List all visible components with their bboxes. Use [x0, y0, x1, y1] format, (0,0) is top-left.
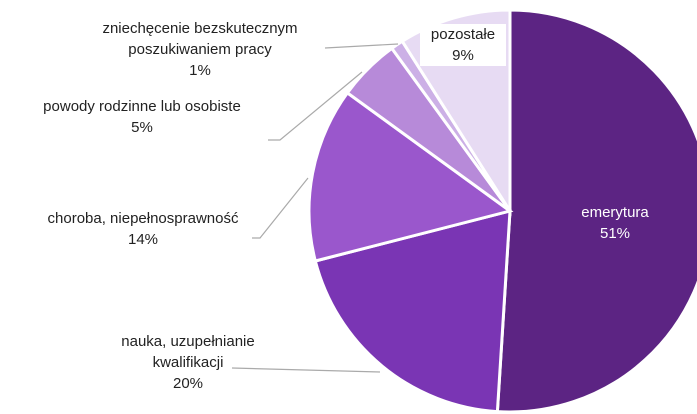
- value-label: 1%: [189, 62, 211, 79]
- data-label: pozostałe 9%: [420, 24, 506, 66]
- value-label: 51%: [599, 225, 631, 242]
- data-label: powody rodzinne lub osobiste 5%: [12, 96, 272, 138]
- pie-slice: [307, 90, 514, 263]
- leader-line: [324, 43, 399, 49]
- pie-slice: [495, 8, 697, 414]
- data-label: emerytura 51%: [555, 202, 675, 244]
- leader-line: [231, 367, 381, 373]
- data-label: nauka, uzupełnianie kwalifikacji 20%: [98, 331, 278, 394]
- category-label: powody rodzinne lub osobiste: [43, 98, 241, 115]
- value-label: 5%: [131, 119, 153, 136]
- leader-line: [252, 177, 309, 239]
- data-label: zniechęcenie bezskutecznym poszukiwaniem…: [70, 18, 330, 81]
- data-label: choroba, niepełnosprawność 14%: [13, 208, 273, 250]
- value-label: 20%: [172, 375, 204, 392]
- value-label: 14%: [127, 231, 159, 248]
- value-label: 9%: [452, 47, 474, 64]
- category-label: choroba, niepełnosprawność: [47, 210, 239, 227]
- category-label: pozostałe: [430, 26, 496, 43]
- category-label: nauka, uzupełnianie kwalifikacji: [121, 333, 255, 371]
- leader-line: [268, 71, 363, 141]
- pie-slice: [313, 209, 512, 414]
- category-label: zniechęcenie bezskutecznym poszukiwaniem…: [102, 20, 298, 58]
- category-label: emerytura: [581, 204, 649, 221]
